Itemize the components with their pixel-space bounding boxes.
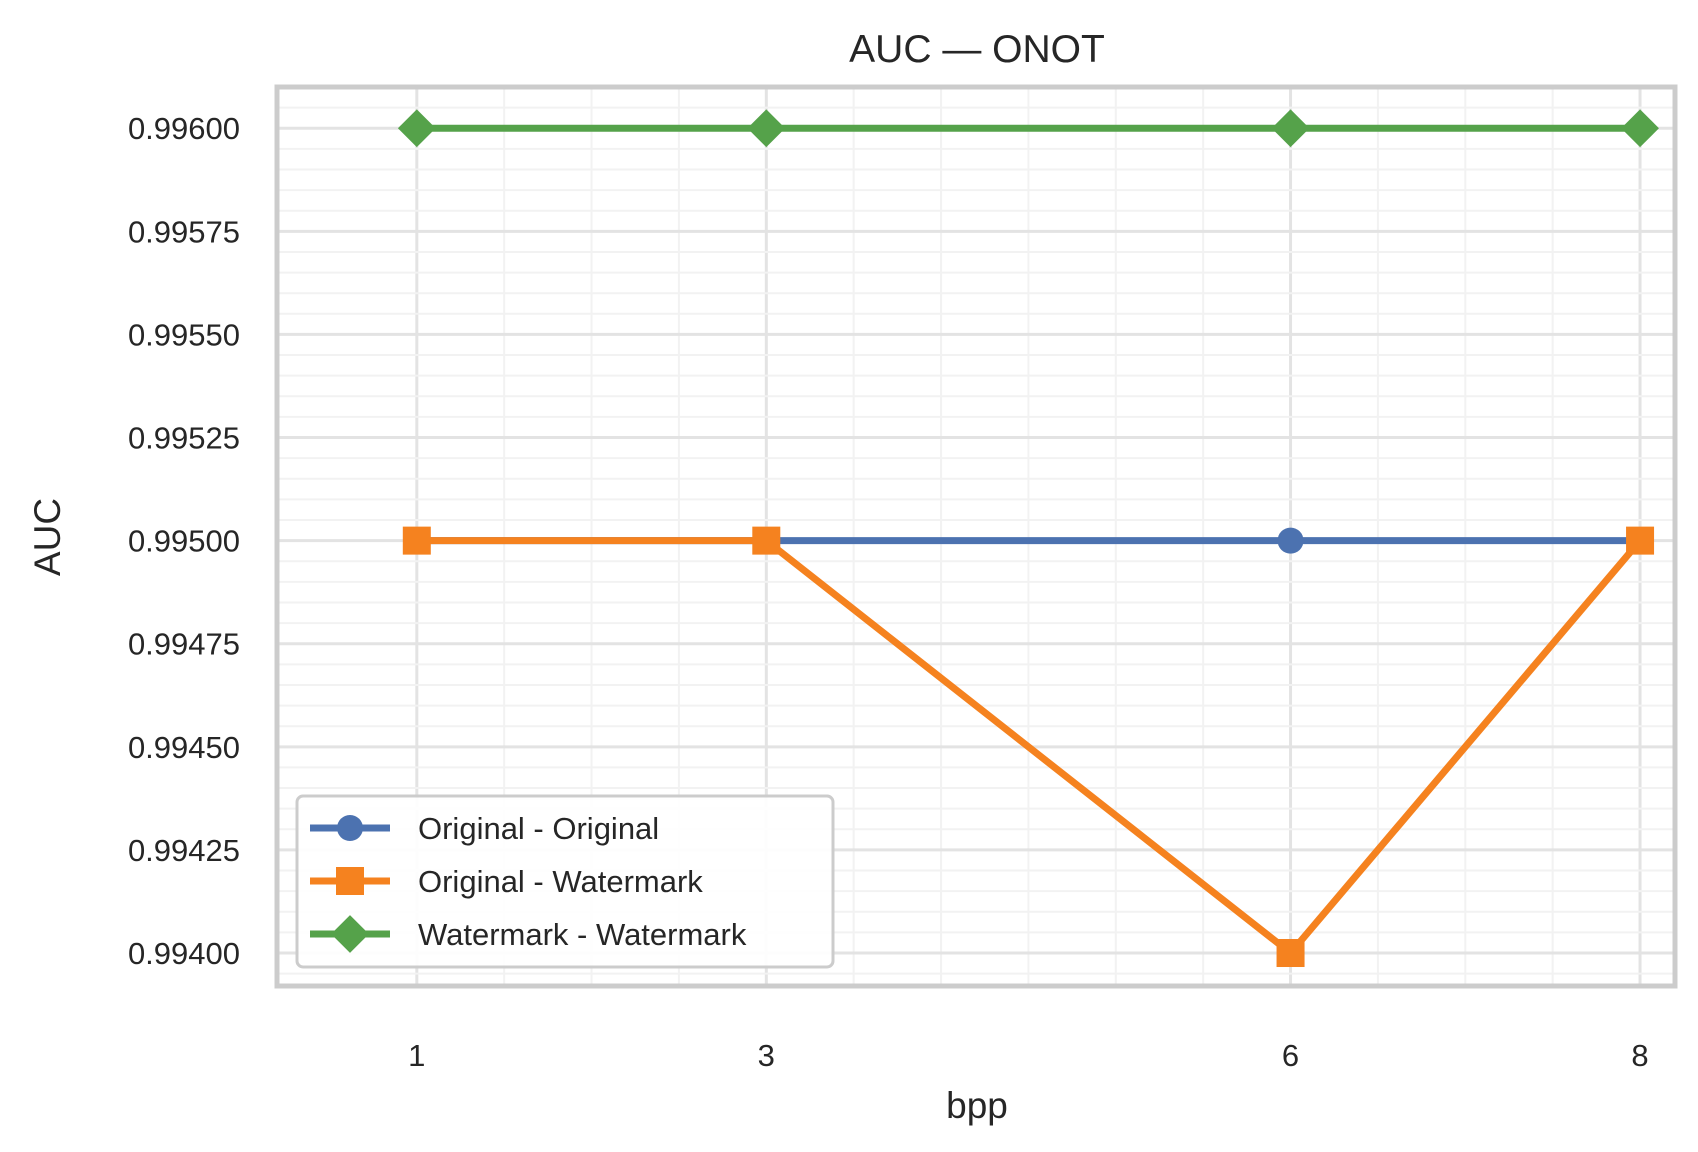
- data-point: [752, 526, 781, 555]
- legend-swatch-marker: [331, 915, 369, 953]
- legend-item: Original - Original: [310, 811, 659, 846]
- series-layer: [397, 109, 1659, 968]
- chart-title: AUC — ONOT: [849, 28, 1105, 71]
- data-point: [1277, 527, 1304, 554]
- data-point: [747, 109, 786, 148]
- series-line: [416, 537, 1643, 957]
- y-tick-label: 0.99425: [128, 833, 240, 868]
- x-tick-label: 1: [408, 1038, 425, 1073]
- legend-swatch-marker: [336, 867, 364, 895]
- data-point: [1271, 109, 1310, 148]
- legend-swatch-marker: [337, 815, 363, 841]
- series-2: [402, 526, 1655, 968]
- data-point: [1621, 109, 1659, 148]
- y-tick-label: 0.99475: [128, 627, 240, 662]
- y-tick-labels: 0.99400 0.99425 0.99450 0.99475 0.99500 0.995…: [128, 111, 240, 971]
- x-tick-label: 8: [1631, 1038, 1648, 1073]
- y-tick-label: 0.99500: [128, 524, 240, 559]
- y-tick-label: 0.99575: [128, 214, 240, 249]
- x-tick-label: 6: [1282, 1038, 1299, 1073]
- y-tick-label: 0.99550: [128, 317, 240, 352]
- x-tick-label: 3: [758, 1038, 775, 1073]
- grid: [277, 86, 1675, 986]
- data-point: [1626, 526, 1655, 555]
- y-tick-label: 0.99525: [128, 421, 240, 456]
- data-point: [402, 526, 431, 555]
- data-point: [1276, 939, 1305, 968]
- y-tick-label: 0.99600: [128, 111, 240, 146]
- y-axis-label: AUC: [27, 498, 68, 576]
- x-axis-label: bpp: [946, 1085, 1008, 1126]
- legend-item: Original - Watermark: [310, 864, 703, 899]
- y-tick-label: 0.99450: [128, 730, 240, 765]
- legend-label: Watermark - Watermark: [418, 917, 747, 952]
- legend-label: Original - Original: [418, 811, 659, 846]
- data-point: [397, 109, 436, 148]
- series-3: [397, 109, 1659, 148]
- legend-label: Original - Watermark: [418, 864, 703, 899]
- y-tick-label: 0.99400: [128, 936, 240, 971]
- legend-item: Watermark - Watermark: [310, 915, 747, 953]
- legend: Original - Original Original - Watermark W…: [295, 794, 835, 969]
- legend-box: [295, 794, 835, 969]
- x-tick-labels: 1 3 6 8: [408, 1038, 1649, 1073]
- plot-frame: [274, 84, 1678, 989]
